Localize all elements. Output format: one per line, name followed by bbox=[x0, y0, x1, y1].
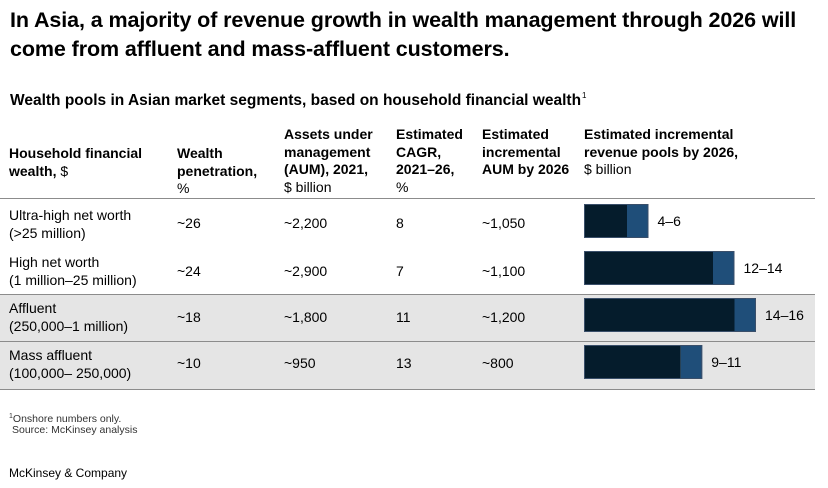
footnote-text: Onshore numbers only. bbox=[12, 413, 122, 425]
row-divider bbox=[0, 294, 815, 295]
chart-subtitle: Wealth pools in Asian market segments, b… bbox=[10, 86, 820, 111]
bar-low-segment bbox=[584, 204, 627, 238]
cell-incremental-aum: ~1,200 bbox=[482, 309, 526, 325]
header-label: Assets under management (AUM), 2021, bbox=[284, 126, 373, 177]
bar-data-label: 4–6 bbox=[658, 213, 682, 229]
cell-cagr: 11 bbox=[396, 309, 411, 325]
header-label: Wealth penetration, bbox=[177, 145, 258, 179]
header-unit: $ bbox=[60, 162, 69, 179]
bar-range-segment bbox=[627, 204, 649, 238]
row-segment: High net worth (1 million–25 million) bbox=[9, 253, 137, 289]
segment-name: Mass affluent bbox=[9, 347, 93, 363]
cell-aum: ~2,900 bbox=[284, 263, 328, 279]
bar-group-high-net-worth: 12–14 bbox=[584, 251, 783, 285]
segment-range: (250,000–1 million) bbox=[9, 318, 129, 334]
header-incremental-aum: Estimated incremental AUM by 2026 bbox=[482, 126, 574, 179]
cell-penetration: ~10 bbox=[177, 355, 201, 371]
header-label: Estimated CAGR, 2021–26, bbox=[396, 126, 463, 177]
bar-group-ultra-high-net-worth: 4–6 bbox=[584, 204, 681, 238]
segment-range: (1 million–25 million) bbox=[9, 272, 137, 288]
row-divider bbox=[0, 341, 815, 342]
header-cagr: Estimated CAGR, 2021–26, % bbox=[396, 126, 476, 196]
bar-range-segment bbox=[734, 298, 756, 332]
cell-aum: ~950 bbox=[284, 355, 316, 371]
header-unit: % bbox=[177, 180, 190, 196]
brand-logo-text: McKinsey & Company bbox=[9, 466, 128, 480]
footnote-mark: 1 bbox=[9, 413, 13, 420]
subtitle-text: Wealth pools in Asian market segments, b… bbox=[10, 92, 582, 109]
bar-outline bbox=[584, 204, 649, 238]
header-unit: % bbox=[396, 178, 409, 195]
cell-cagr: 13 bbox=[396, 355, 412, 371]
header-aum-2021: Assets under management (AUM), 2021, $ b… bbox=[284, 126, 389, 196]
bar-range-segment bbox=[713, 251, 735, 285]
header-revenue-pools: Estimated incremental revenue pools by 2… bbox=[584, 126, 744, 179]
source-note: Source: McKinsey analysis bbox=[12, 424, 138, 436]
subtitle-footnote-mark: 1 bbox=[582, 91, 587, 100]
cell-aum: ~1,800 bbox=[284, 309, 328, 325]
cell-incremental-aum: ~1,100 bbox=[482, 263, 526, 279]
bar-data-label: 9–11 bbox=[711, 354, 741, 370]
segment-range: (>25 million) bbox=[9, 225, 86, 241]
segment-name: Ultra-high net worth bbox=[9, 207, 132, 223]
bar-low-segment bbox=[584, 251, 713, 285]
cell-incremental-aum: ~800 bbox=[482, 355, 514, 371]
segment-name: Affluent bbox=[9, 300, 57, 316]
row-segment: Affluent (250,000–1 million) bbox=[9, 299, 128, 335]
bar-outline bbox=[584, 251, 735, 285]
header-divider bbox=[0, 198, 815, 199]
bar-data-label: 12–14 bbox=[744, 260, 783, 276]
header-unit: $ billion bbox=[284, 178, 332, 195]
cell-penetration: ~18 bbox=[177, 309, 201, 325]
row-segment: Ultra-high net worth (>25 million) bbox=[9, 206, 131, 242]
bar-low-segment bbox=[584, 298, 735, 332]
bar-outline bbox=[584, 298, 756, 332]
header-unit: $ billion bbox=[584, 161, 632, 177]
cell-penetration: ~24 bbox=[177, 263, 201, 279]
cell-aum: ~2,200 bbox=[284, 215, 328, 231]
bar-low-segment bbox=[584, 345, 681, 379]
bar-outline bbox=[584, 345, 703, 379]
bar-group-affluent: 14–16 bbox=[584, 298, 804, 332]
bar-group-mass-affluent: 9–11 bbox=[584, 345, 742, 379]
cell-cagr: 8 bbox=[396, 215, 404, 231]
cell-cagr: 7 bbox=[396, 263, 404, 279]
segment-range: (100,000– 250,000) bbox=[9, 365, 132, 381]
footnote: 1Onshore numbers only. bbox=[9, 410, 121, 426]
page-title: In Asia, a majority of revenue growth in… bbox=[10, 8, 797, 61]
header-label: Household financial wealth, bbox=[9, 145, 143, 179]
header-household-wealth: Household financial wealth, $ bbox=[9, 145, 159, 180]
cell-incremental-aum: ~1,050 bbox=[482, 215, 526, 231]
row-segment: Mass affluent (100,000– 250,000) bbox=[9, 346, 131, 382]
header-wealth-penetration: Wealth penetration, % bbox=[177, 145, 277, 198]
table-bottom-rule bbox=[0, 389, 815, 390]
header-label: Estimated incremental AUM by 2026 bbox=[482, 126, 570, 177]
bar-data-label: 14–16 bbox=[765, 307, 804, 323]
cell-penetration: ~26 bbox=[177, 215, 201, 231]
segment-name: High net worth bbox=[9, 254, 100, 270]
header-label: Estimated incremental revenue pools by 2… bbox=[584, 126, 739, 160]
bar-range-segment bbox=[680, 345, 703, 379]
